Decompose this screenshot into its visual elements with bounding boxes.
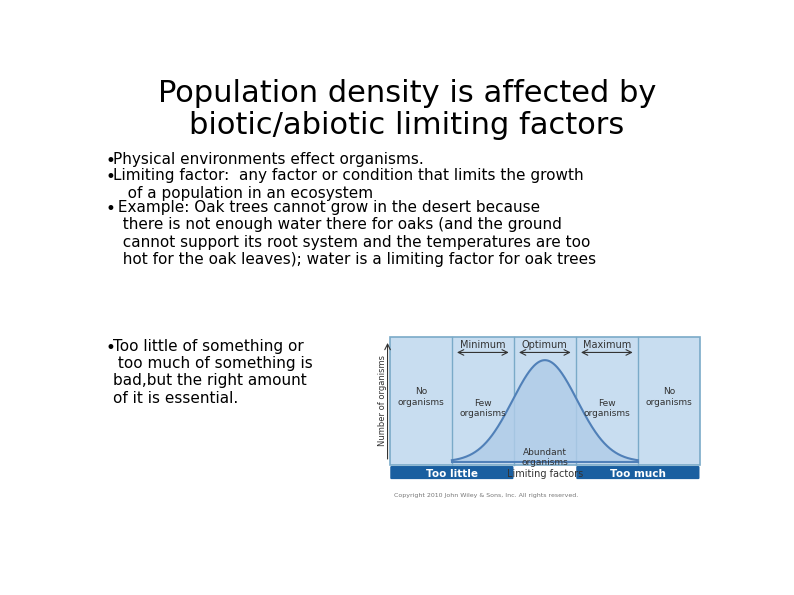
Text: Physical environments effect organisms.: Physical environments effect organisms. — [114, 152, 424, 167]
Text: Limiting factors: Limiting factors — [507, 469, 583, 479]
Text: Maximum: Maximum — [583, 340, 631, 350]
Text: Few
organisms: Few organisms — [584, 399, 630, 418]
Text: Limiting factor:  any factor or condition that limits the growth
   of a populat: Limiting factor: any factor or condition… — [114, 168, 584, 201]
Text: biotic/abiotic limiting factors: biotic/abiotic limiting factors — [189, 111, 625, 140]
Text: Optimum: Optimum — [522, 340, 568, 350]
Text: Number of organisms: Number of organisms — [378, 355, 387, 446]
Text: Minimum: Minimum — [461, 340, 506, 350]
Text: No
organisms: No organisms — [398, 387, 445, 407]
Text: Too little of something or
 too much of something is
bad,but the right amount
of: Too little of something or too much of s… — [114, 339, 313, 406]
Text: •: • — [106, 168, 115, 186]
Text: Too much: Too much — [610, 469, 666, 479]
Text: Abundant
organisms: Abundant organisms — [522, 448, 569, 467]
Text: Example: Oak trees cannot grow in the desert because
  there is not enough water: Example: Oak trees cannot grow in the de… — [114, 200, 596, 267]
Text: Population density is affected by: Population density is affected by — [158, 79, 656, 108]
Text: Too little: Too little — [426, 469, 478, 479]
Text: •: • — [106, 152, 115, 170]
FancyBboxPatch shape — [576, 466, 700, 479]
Text: •: • — [106, 200, 115, 218]
Text: No
organisms: No organisms — [646, 387, 692, 407]
Bar — [390, 337, 700, 465]
Text: •: • — [106, 339, 115, 356]
Text: Few
organisms: Few organisms — [460, 399, 507, 418]
FancyBboxPatch shape — [391, 466, 514, 479]
Text: Copyright 2010 John Wiley & Sons, Inc. All rights reserved.: Copyright 2010 John Wiley & Sons, Inc. A… — [394, 493, 578, 499]
